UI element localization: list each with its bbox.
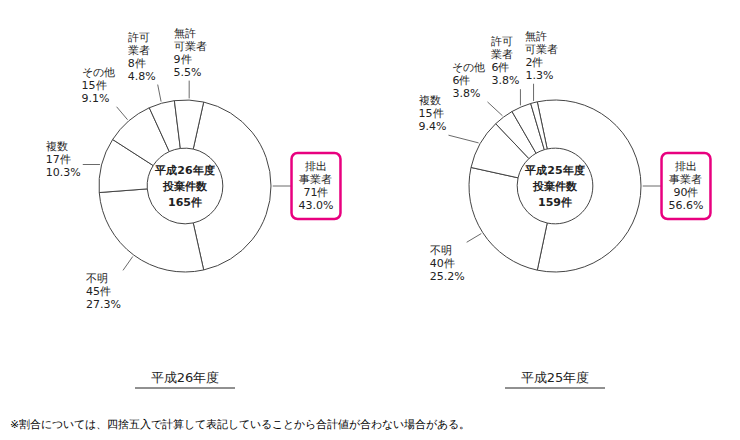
slice-label: 複数17件10.3% — [46, 140, 81, 179]
center-text: 投棄件数 — [162, 180, 208, 193]
highlight-box — [662, 153, 711, 219]
center-text: 平成26年度 — [154, 164, 214, 177]
leader-line — [83, 164, 100, 165]
footnote: ※割合については、四捨五入で計算して表記していることから合計値が合わない場合があ… — [10, 418, 470, 431]
title-underline — [135, 388, 235, 389]
highlight-boxes — [662, 153, 711, 219]
slice-label: 排出事業者90件56.6% — [669, 160, 704, 212]
title-underline — [505, 388, 605, 389]
donut-slice — [174, 100, 203, 149]
leader-line — [520, 89, 521, 105]
slice-label: 許可業者6件3.8% — [491, 35, 519, 87]
donut-chart: 平成26年度投棄件数 165件 排出事業者71件43.0% 不明45件27.3% 複数1… — [46, 27, 341, 388]
leader-line — [123, 256, 133, 270]
center-text: 平成25年度 — [524, 164, 584, 177]
center-text: 165件 — [168, 196, 202, 209]
slice-label: 無許可業者2件1.3% — [525, 30, 558, 82]
leader-lines — [83, 81, 292, 271]
leader-line — [189, 81, 190, 99]
chart-title: 平成25年度 — [521, 370, 590, 385]
donut-chart: 平成25年度投棄件数 159件 排出事業者90件56.6% 不明40件25.2% 複数1… — [419, 30, 711, 388]
slice-label: 不明45件27.3% — [86, 272, 121, 311]
leader-line — [643, 186, 662, 187]
center-text: 159件 — [538, 196, 572, 209]
leader-line — [448, 135, 478, 143]
slice-label: 不明40件25.2% — [430, 244, 465, 283]
slices — [99, 100, 271, 272]
leader-line — [117, 107, 128, 120]
donut-slice — [99, 189, 203, 272]
center-text: 投棄件数 — [532, 180, 578, 193]
slice-labels: 排出事業者71件43.0% 不明45件27.3% 複数17件10.3% その他15件9… — [46, 27, 334, 312]
chart-title: 平成26年度 — [151, 370, 220, 385]
slice-label: 排出事業者71件43.0% — [299, 160, 334, 212]
highlight-boxes — [292, 153, 341, 219]
slice-label: その他15件9.1% — [82, 66, 115, 105]
slices — [469, 100, 641, 272]
slice-label: 許可業者8件4.8% — [128, 31, 156, 83]
slice-label: 複数15件9.4% — [419, 94, 447, 133]
leader-line — [487, 102, 502, 116]
chart-canvas: 平成26年度投棄件数165件排出事業者71件43.0%不明45件27.3%複数1… — [0, 0, 740, 440]
highlight-box — [292, 153, 341, 219]
slice-labels: 排出事業者90件56.6% 不明40件25.2% 複数15件9.4%その他6件3.8… — [419, 30, 704, 284]
donut-slice — [531, 102, 548, 150]
leader-lines — [448, 84, 661, 243]
slice-label: 無許可業者9件5.5% — [174, 27, 207, 79]
leader-line — [467, 234, 482, 243]
leader-line — [273, 186, 292, 187]
leader-line — [158, 85, 161, 102]
slice-label: その他6件3.8% — [452, 61, 485, 100]
leader-line — [533, 84, 534, 101]
